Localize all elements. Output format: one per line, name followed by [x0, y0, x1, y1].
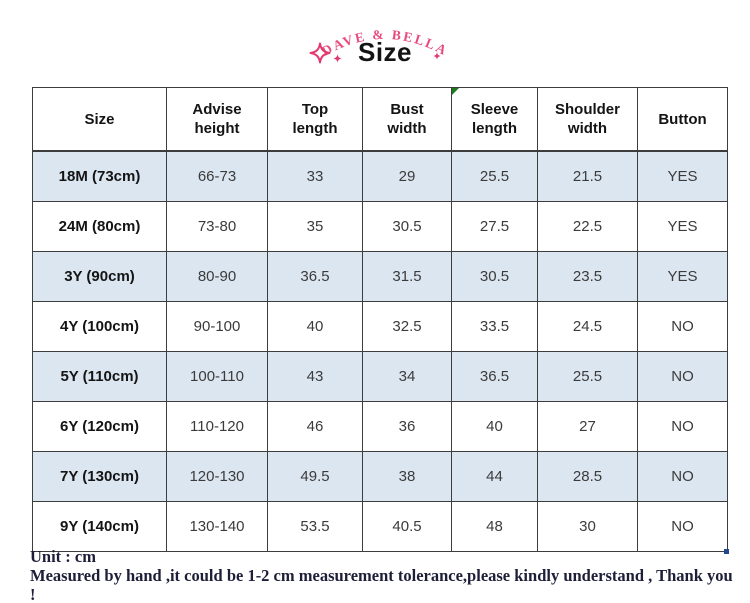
cell-advise-height: 66-73	[166, 150, 268, 202]
cell-shoulder-width: 27	[537, 401, 638, 452]
footer-notes: Unit : cm Measured by hand ,it could be …	[30, 547, 740, 603]
cell-button: YES	[637, 150, 728, 202]
cell-size: 6Y (120cm)	[32, 401, 167, 452]
cell-bust-width: 32.5	[362, 301, 452, 352]
cell-top-length: 49.5	[267, 451, 363, 502]
cell-shoulder-width: 30	[537, 501, 638, 552]
cell-sleeve-length: 40	[451, 401, 538, 452]
page-header: DAVE & BELLA Size	[0, 0, 750, 87]
cell-button: NO	[637, 301, 728, 352]
cell-bust-width: 29	[362, 150, 452, 202]
cell-top-length: 40	[267, 301, 363, 352]
cell-sleeve-length: 33.5	[451, 301, 538, 352]
cell-bust-width: 40.5	[362, 501, 452, 552]
cell-sleeve-length: 25.5	[451, 150, 538, 202]
cell-button: NO	[637, 401, 728, 452]
sparkle-icon	[333, 54, 342, 63]
cell-advise-height: 80-90	[166, 251, 268, 302]
cell-bust-width: 31.5	[362, 251, 452, 302]
cell-bust-width: 38	[362, 451, 452, 502]
column-header-label: Sleeve length	[470, 101, 519, 137]
cell-bust-width: 36	[362, 401, 452, 452]
cell-advise-height: 120-130	[166, 451, 268, 502]
page-title: Size	[357, 37, 413, 67]
cell-sleeve-length: 44	[451, 451, 538, 502]
column-header-label: Bust width	[387, 101, 427, 137]
column-header-label: Top length	[292, 101, 338, 137]
cell-button: YES	[637, 251, 728, 302]
size-chart: Size Advise height Top length Bust width…	[32, 87, 729, 554]
cell-size: 18M (73cm)	[32, 150, 167, 202]
column-header-label: Shoulder width	[554, 101, 620, 137]
cell-sleeve-length: 48	[451, 501, 538, 552]
table-row: 24M (80cm) 73-80 35 30.5 27.5 22.5 YES	[32, 201, 728, 252]
cell-bust-width: 30.5	[362, 201, 452, 252]
selection-handle-icon	[724, 549, 729, 554]
brand-arc: DAVE & BELLA	[319, 27, 448, 59]
cell-advise-height: 90-100	[166, 301, 268, 352]
cell-top-length: 46	[267, 401, 363, 452]
cell-advise-height: 100-110	[166, 351, 268, 402]
cell-top-length: 53.5	[267, 501, 363, 552]
size-chart-table: Size Advise height Top length Bust width…	[32, 87, 728, 552]
column-header-bust-width: Bust width	[362, 87, 452, 152]
table-row: 18M (73cm) 66-73 33 29 25.5 21.5 YES	[32, 150, 728, 202]
cell-bust-width: 34	[362, 351, 452, 402]
column-header-top-length: Top length	[267, 87, 363, 152]
cell-advise-height: 110-120	[166, 401, 268, 452]
cell-size: 5Y (110cm)	[32, 351, 167, 402]
cell-button: NO	[637, 501, 728, 552]
column-header-label: Size	[84, 110, 115, 128]
cell-shoulder-width: 24.5	[537, 301, 638, 352]
unit-note: Unit : cm	[30, 547, 96, 566]
table-row: 3Y (90cm) 80-90 36.5 31.5 30.5 23.5 YES	[32, 251, 728, 302]
table-row: 7Y (130cm) 120-130 49.5 38 44 28.5 NO	[32, 451, 728, 502]
cell-top-length: 36.5	[267, 251, 363, 302]
cell-shoulder-width: 28.5	[537, 451, 638, 502]
cell-size: 4Y (100cm)	[32, 301, 167, 352]
column-header-shoulder-width: Shoulder width	[537, 87, 638, 152]
cell-sleeve-length: 36.5	[451, 351, 538, 402]
table-row: 9Y (140cm) 130-140 53.5 40.5 48 30 NO	[32, 501, 728, 552]
cell-button: NO	[637, 451, 728, 502]
table-row: 6Y (120cm) 110-120 46 36 40 27 NO	[32, 401, 728, 452]
cell-shoulder-width: 22.5	[537, 201, 638, 252]
column-header-size: Size	[32, 87, 167, 152]
table-row: 4Y (100cm) 90-100 40 32.5 33.5 24.5 NO	[32, 301, 728, 352]
cell-top-length: 33	[267, 150, 363, 202]
header-row: Size Advise height Top length Bust width…	[32, 87, 728, 152]
column-header-sleeve-length: Sleeve length	[451, 87, 538, 152]
cell-shoulder-width: 21.5	[537, 150, 638, 202]
column-header-label: Button	[658, 110, 707, 128]
tolerance-note: Measured by hand ,it could be 1-2 cm mea…	[30, 566, 733, 603]
cell-top-length: 35	[267, 201, 363, 252]
cell-shoulder-width: 25.5	[537, 351, 638, 402]
cell-size: 7Y (130cm)	[32, 451, 167, 502]
cell-advise-height: 73-80	[166, 201, 268, 252]
column-header-advise-height: Advise height	[166, 87, 268, 152]
green-corner-marker-icon	[452, 88, 459, 95]
table-row: 5Y (110cm) 100-110 43 34 36.5 25.5 NO	[32, 351, 728, 402]
sparkle-icon	[309, 42, 331, 64]
sparkle-icon	[433, 52, 441, 60]
cell-size: 3Y (90cm)	[32, 251, 167, 302]
cell-button: YES	[637, 201, 728, 252]
cell-size: 24M (80cm)	[32, 201, 167, 252]
cell-sleeve-length: 27.5	[451, 201, 538, 252]
cell-button: NO	[637, 351, 728, 402]
cell-top-length: 43	[267, 351, 363, 402]
cell-size: 9Y (140cm)	[32, 501, 167, 552]
cell-shoulder-width: 23.5	[537, 251, 638, 302]
cell-advise-height: 130-140	[166, 501, 268, 552]
cell-sleeve-length: 30.5	[451, 251, 538, 302]
column-header-button: Button	[637, 87, 728, 152]
column-header-label: Advise height	[192, 101, 242, 137]
